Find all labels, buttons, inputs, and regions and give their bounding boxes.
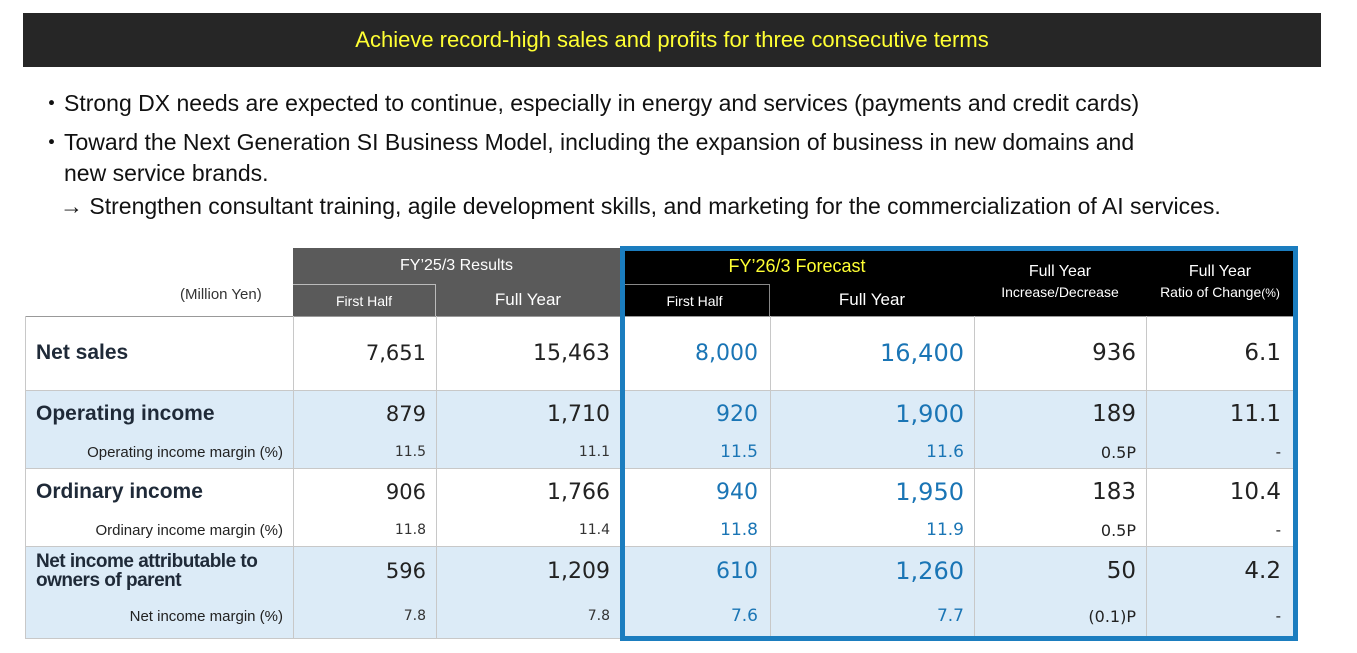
increase-header-line1: Full Year [1028, 263, 1092, 280]
headline-text: Achieve record-high sales and profits fo… [355, 27, 989, 52]
grid-line [25, 546, 1295, 547]
row-label-ordinary-margin: Ordinary income margin (%) [95, 521, 283, 539]
results-full-year-header: Full Year [436, 284, 620, 316]
results-header-label: FY’25/3 Results [400, 257, 513, 274]
increase-header-line2: Increase/Decrease [1001, 284, 1119, 300]
cell-forecast-h1: 11.5 [720, 442, 758, 462]
ratio-header-line2: Ratio of Change [1160, 283, 1262, 300]
forecast-full-year-header: Full Year [770, 284, 974, 316]
cell-forecast-fy: 7.7 [936, 606, 964, 626]
row-label-net-income: Net income attributable to owners of par… [25, 548, 293, 594]
cell-increase: 183 [1092, 479, 1136, 505]
grid-line [974, 316, 975, 639]
cell-forecast-h1: 920 [716, 401, 758, 427]
cell-forecast-h1: 940 [716, 479, 758, 505]
cell-ratio: - [1275, 607, 1281, 625]
forecast-first-half-label: First Half [666, 292, 723, 309]
bullet-text: Toward the Next Generation SI Business M… [64, 129, 1135, 155]
bullet-dot: ・ [40, 90, 63, 116]
cell-ratio: 6.1 [1244, 340, 1281, 366]
cell-forecast-h1: 11.8 [720, 520, 758, 540]
cell-results-fy: 11.4 [578, 522, 610, 538]
cell-increase: 0.5P [1100, 520, 1136, 540]
cell-results-fy: 1,710 [547, 401, 610, 427]
grid-line [25, 316, 26, 639]
cell-results-h1: 596 [385, 559, 426, 583]
headline-banner: Achieve record-high sales and profits fo… [23, 13, 1321, 67]
row-bg-operating [25, 390, 1295, 468]
bullet-list: ・ Strong DX needs are expected to contin… [40, 88, 1355, 222]
row-bg-net-sales [25, 316, 1295, 390]
forecast-header-label: FY’26/3 Forecast [728, 255, 866, 276]
results-first-half-label: First Half [336, 292, 392, 309]
arrow-line: → Strengthen consultant training, agile … [60, 193, 1221, 219]
cell-results-h1: 906 [385, 480, 426, 504]
cell-results-fy: 1,766 [547, 479, 610, 505]
row-label-operating-margin: Operating income margin (%) [87, 443, 283, 461]
cell-ratio: 11.1 [1229, 401, 1281, 427]
cell-forecast-fy: 1,260 [895, 557, 964, 585]
cell-ratio: - [1275, 521, 1281, 539]
cell-results-fy: 7.8 [587, 608, 610, 624]
forecast-first-half-header: First Half [620, 284, 770, 316]
cell-forecast-fy: 16,400 [880, 339, 964, 367]
cell-results-fy: 11.1 [578, 444, 610, 460]
row-label-net-income-margin: Net income margin (%) [129, 607, 283, 625]
cell-increase: (0.1)P [1088, 606, 1136, 626]
row-label-net-income-line1: Net income attributable to [36, 551, 258, 572]
cell-forecast-h1: 8,000 [695, 340, 758, 366]
grid-line [25, 638, 1295, 639]
forecast-full-year-label: Full Year [838, 290, 906, 309]
row-label-operating-income: Operating income [36, 402, 215, 425]
cell-results-h1: 11.8 [394, 522, 426, 538]
grid-line [770, 316, 771, 639]
row-label-net-income-line2: owners of parent [36, 570, 182, 591]
bullet-item: ・ Toward the Next Generation SI Business… [40, 127, 1355, 158]
results-header: FY’25/3 Results [293, 248, 620, 284]
cell-ratio: - [1275, 443, 1281, 461]
bullet-item: ・ Strong DX needs are expected to contin… [40, 88, 1355, 119]
cell-results-fy: 1,209 [547, 558, 610, 584]
row-label-net-sales: Net sales [36, 341, 129, 364]
bullet-dot: ・ [40, 129, 63, 155]
cell-results-fy: 15,463 [533, 340, 610, 366]
bullet-continuation: new service brands. [64, 160, 269, 186]
cell-forecast-h1: 7.6 [730, 606, 758, 626]
increase-header: Full Year Increase/Decrease [974, 248, 1146, 316]
grid-line [1146, 316, 1147, 639]
cell-results-h1: 11.5 [394, 444, 426, 460]
grid-line [293, 316, 294, 639]
cell-forecast-h1: 610 [716, 558, 758, 584]
cell-increase: 189 [1092, 401, 1136, 427]
row-label-ordinary-income: Ordinary income [36, 480, 203, 503]
cell-increase: 936 [1092, 340, 1136, 366]
cell-results-h1: 7,651 [365, 341, 426, 365]
cell-results-h1: 7.8 [403, 608, 426, 624]
cell-ratio: 4.2 [1244, 558, 1281, 584]
ratio-header-line1: Full Year [1188, 262, 1252, 280]
grid-line [25, 390, 1295, 391]
row-bg-ordinary [25, 468, 1295, 546]
grid-line [25, 468, 1295, 469]
ratio-header-pct: (%) [1261, 285, 1280, 300]
forecast-header: FY’26/3 Forecast [620, 248, 974, 284]
results-full-year-label: Full Year [494, 290, 562, 309]
grid-line [436, 316, 437, 639]
ratio-header: Full Year Ratio of Change(%) [1146, 248, 1294, 316]
cell-ratio: 10.4 [1229, 479, 1281, 505]
cell-increase: 0.5P [1100, 442, 1136, 462]
cell-increase: 50 [1106, 558, 1136, 584]
grid-line [25, 316, 1295, 317]
cell-forecast-fy: 1,950 [895, 478, 964, 506]
cell-forecast-fy: 1,900 [895, 400, 964, 428]
results-first-half-header: First Half [293, 284, 436, 316]
bullet-text: Strong DX needs are expected to continue… [64, 90, 1140, 116]
unit-label: (Million Yen) [180, 286, 262, 303]
row-bg-net-income [25, 546, 1295, 639]
cell-forecast-fy: 11.6 [926, 442, 964, 462]
cell-forecast-fy: 11.9 [926, 520, 964, 540]
cell-results-h1: 879 [385, 402, 426, 426]
